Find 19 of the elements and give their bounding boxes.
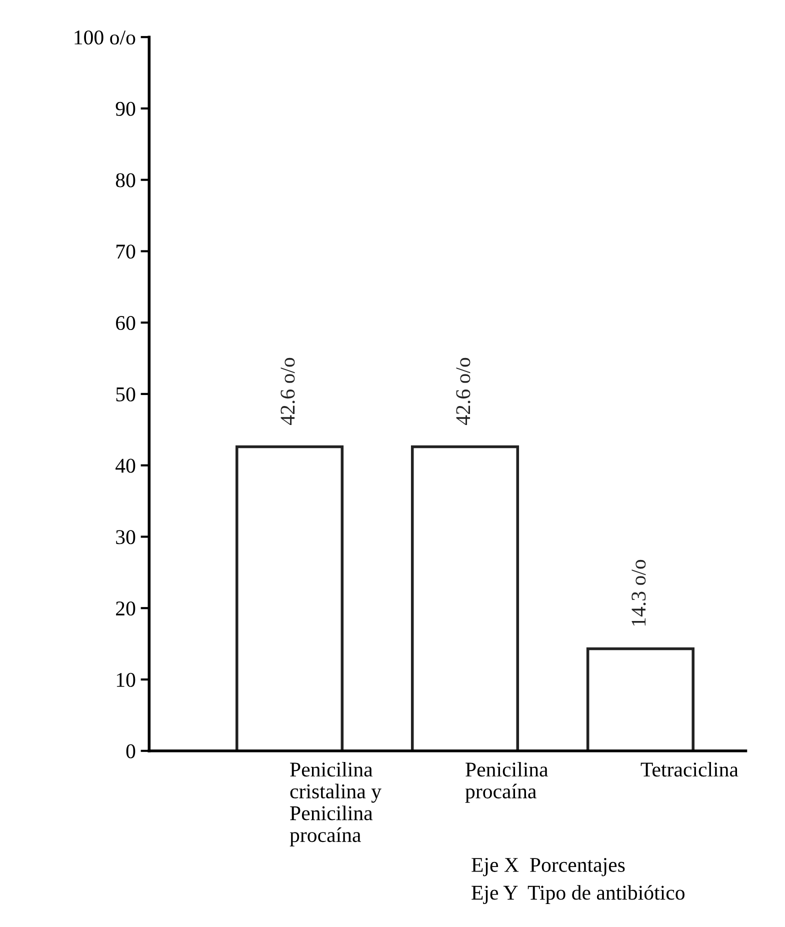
y-tick-label: 90	[116, 102, 136, 116]
y-tick-label: 40	[116, 458, 136, 473]
y-tick-label: 100 o/o	[74, 30, 136, 45]
data-label: 42.6 o/o	[280, 358, 295, 425]
y-tick-label: 10	[116, 672, 136, 687]
text: Eje Y Tipo de antibiótico	[472, 885, 685, 904]
y-tick-label: 70	[116, 244, 136, 259]
x-tick-label: Penicilina cristalina y Penicilina procaína	[290, 762, 382, 846]
x-tick-label: Tetraciclina	[640, 762, 738, 777]
y-tick-label: 0	[126, 744, 136, 758]
y-tick-label: 30	[116, 530, 136, 544]
data-label: 42.6 o/o	[456, 358, 470, 425]
x-tick-label: Penicilina procaína	[465, 762, 548, 803]
y-tick-label: 60	[116, 316, 136, 330]
data-label: 14.3 o/o	[632, 560, 646, 626]
y-tick-label: 20	[116, 601, 136, 616]
text: Eje X Porcentajes	[472, 858, 625, 876]
y-tick-label: 80	[116, 173, 136, 188]
y-tick-label: 50	[116, 387, 136, 402]
